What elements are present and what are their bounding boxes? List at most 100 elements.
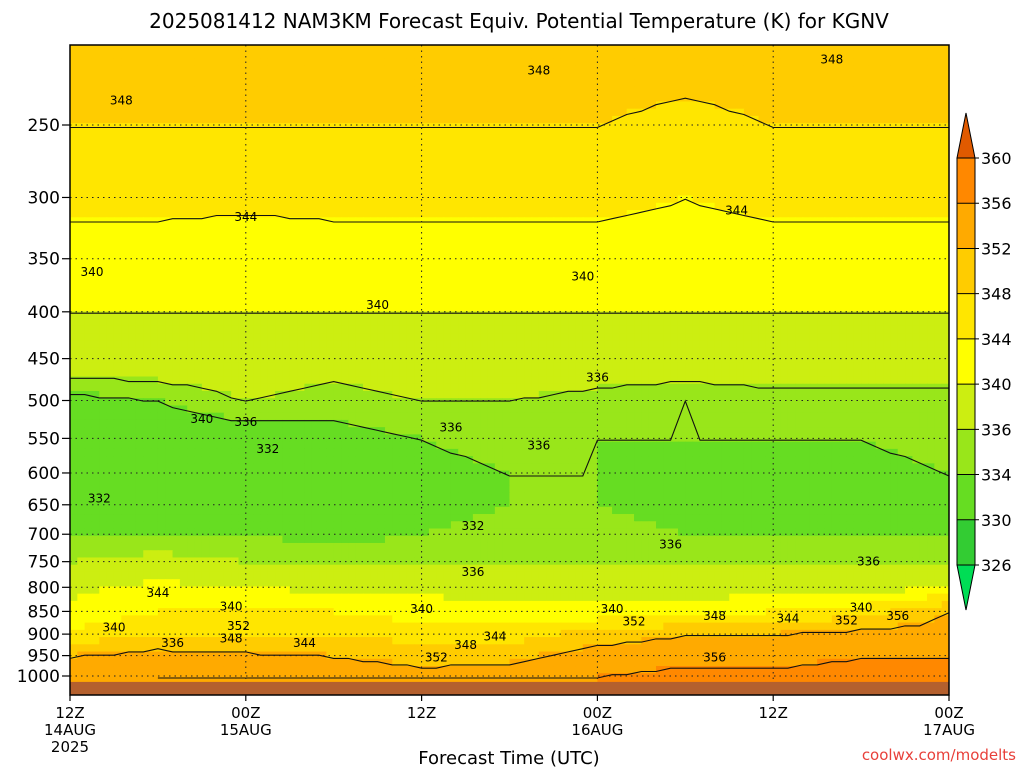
field-cell	[773, 275, 782, 284]
field-cell	[824, 65, 833, 74]
field-cell	[194, 188, 203, 197]
field-cell	[209, 275, 218, 284]
field-cell	[714, 231, 723, 240]
field-cell	[399, 65, 408, 74]
field-cell	[363, 304, 371, 312]
field-cell	[890, 318, 899, 327]
field-cell	[275, 282, 284, 291]
field-cell	[773, 50, 782, 59]
field-cell	[809, 217, 818, 226]
field-cell	[531, 86, 540, 95]
field-cell	[560, 253, 569, 262]
field-cell	[201, 217, 210, 226]
field-cell	[363, 45, 371, 52]
field-cell	[231, 304, 240, 312]
field-cell	[414, 86, 423, 95]
field-cell	[494, 137, 503, 146]
field-cell	[626, 246, 635, 255]
field-cell	[560, 152, 569, 160]
field-cell	[260, 318, 269, 327]
field-cell	[216, 224, 225, 233]
field-cell	[143, 304, 152, 312]
field-cell	[656, 123, 664, 132]
field-cell	[868, 94, 877, 103]
field-cell	[546, 325, 555, 334]
field-cell	[143, 318, 152, 327]
field-cell	[824, 72, 833, 81]
field-cell	[472, 282, 481, 291]
field-cell	[941, 188, 949, 197]
field-cell	[692, 173, 701, 182]
field-cell	[289, 79, 298, 88]
field-cell	[121, 224, 130, 233]
field-cell	[619, 65, 628, 74]
field-cell	[355, 65, 364, 74]
field-cell	[941, 86, 949, 95]
field-cell	[84, 296, 93, 305]
field-cell	[179, 130, 188, 139]
field-cell	[297, 173, 305, 182]
field-cell	[934, 152, 943, 160]
field-cell	[194, 296, 203, 305]
field-cell	[231, 58, 240, 66]
field-cell	[546, 289, 555, 298]
field-cell	[509, 159, 518, 168]
field-cell	[341, 325, 349, 334]
field-cell	[201, 304, 210, 312]
field-cell	[560, 159, 569, 168]
field-cell	[165, 50, 174, 59]
field-cell	[531, 289, 540, 298]
field-cell	[707, 217, 716, 226]
field-cell	[472, 260, 481, 269]
field-cell	[751, 166, 760, 175]
field-cell	[421, 108, 430, 117]
field-cell	[905, 65, 913, 74]
field-cell	[487, 72, 496, 81]
field-cell	[824, 318, 833, 327]
field-cell	[267, 72, 276, 81]
field-cell	[370, 275, 379, 284]
field-cell	[685, 108, 694, 117]
field-cell	[392, 50, 401, 59]
field-cell	[91, 267, 100, 276]
field-cell	[641, 296, 650, 305]
field-cell	[560, 340, 569, 349]
field-cell	[670, 115, 679, 124]
field-cell	[458, 65, 467, 74]
field-cell	[414, 58, 423, 66]
field-cell	[765, 289, 774, 298]
field-cell	[341, 260, 349, 269]
field-cell	[128, 238, 137, 247]
field-cell	[861, 224, 870, 233]
field-cell	[406, 311, 415, 320]
field-cell	[927, 304, 935, 312]
field-cell	[919, 159, 928, 168]
field-cell	[875, 101, 884, 110]
field-cell	[604, 159, 613, 168]
field-cell	[421, 253, 430, 262]
field-cell	[861, 152, 870, 160]
field-cell	[765, 210, 774, 218]
field-cell	[267, 246, 276, 255]
field-cell	[597, 58, 606, 66]
field-cell	[787, 115, 796, 124]
field-cell	[399, 181, 408, 189]
field-cell	[714, 79, 723, 88]
field-cell	[751, 152, 760, 160]
field-cell	[458, 173, 467, 182]
field-cell	[853, 72, 862, 81]
field-cell	[897, 238, 906, 247]
field-cell	[685, 224, 694, 233]
field-cell	[209, 210, 218, 218]
field-cell	[99, 289, 108, 298]
field-cell	[516, 260, 525, 269]
field-cell	[553, 267, 562, 276]
field-cell	[216, 65, 225, 74]
field-cell	[692, 275, 701, 284]
field-cell	[450, 181, 459, 189]
field-cell	[91, 58, 100, 66]
field-cell	[875, 50, 884, 59]
field-cell	[165, 181, 174, 189]
field-cell	[121, 340, 130, 349]
field-cell	[853, 188, 862, 197]
